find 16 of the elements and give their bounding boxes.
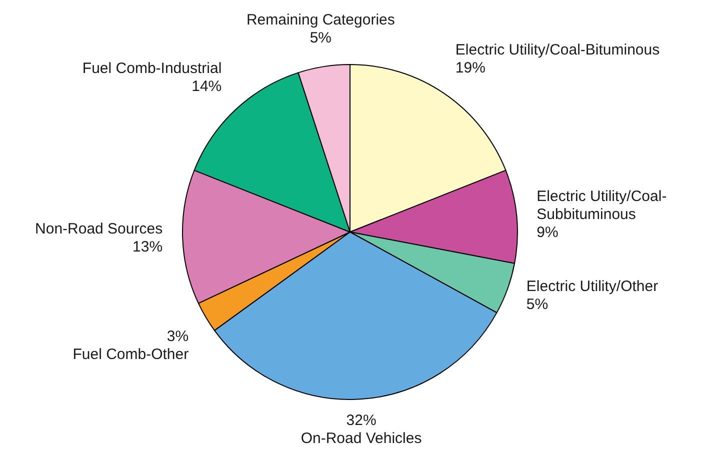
data-label: 13% xyxy=(132,238,163,256)
data-label: 5% xyxy=(310,29,332,46)
slice-label: Non-Road Sources xyxy=(35,220,163,238)
slice-label: Electric Utility/Other xyxy=(526,278,658,296)
data-label: 5% xyxy=(526,296,548,314)
slice-label: On-Road Vehicles xyxy=(300,430,422,447)
data-label: 9% xyxy=(536,224,558,241)
slice-label: Electric Utility/Coal-Subbituminous xyxy=(536,188,667,223)
data-label: 32% xyxy=(346,412,376,429)
slice-label: Remaining Categories xyxy=(246,11,395,28)
data-label: 14% xyxy=(192,78,222,95)
slice-label: Fuel Comb-Industrial xyxy=(82,60,222,77)
data-label: 19% xyxy=(455,60,486,77)
data-label: 3% xyxy=(166,328,189,346)
slice-label: Fuel Comb-Other xyxy=(72,346,189,364)
slice-label: Electric Utility/Coal-Bituminous xyxy=(455,42,660,59)
